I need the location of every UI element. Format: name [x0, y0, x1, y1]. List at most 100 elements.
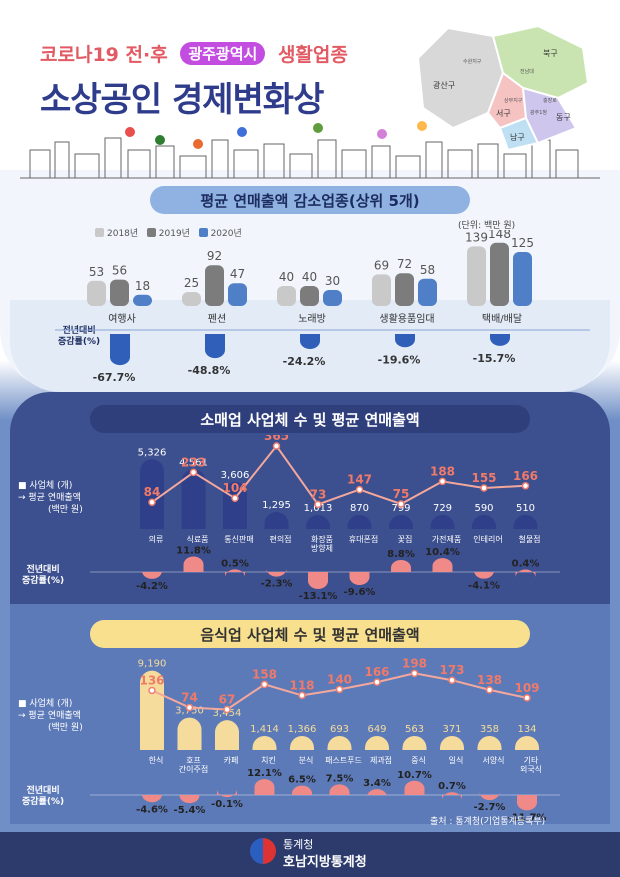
section1-unit: (단위: 백만 원)	[458, 221, 516, 231]
footer-bar	[0, 832, 620, 877]
change-value-label: 7.5%	[326, 773, 354, 784]
bar-value-label: 125	[511, 236, 534, 250]
sales-value-label: 166	[513, 469, 538, 483]
category-label: 노래방	[298, 313, 326, 325]
category-label: 가전제품	[432, 534, 461, 544]
sales-value-label: 74	[181, 691, 198, 705]
section1-change-label-line1: 전년대비	[62, 326, 96, 336]
bar-value-label: 25	[184, 276, 199, 290]
count-value-label: 870	[350, 503, 369, 514]
legend-count: ■ 사업체 (개)	[18, 481, 73, 491]
bar-value-label: 72	[397, 257, 412, 271]
count-bar	[430, 515, 455, 529]
category-label: 화장품	[311, 534, 333, 544]
sales-value-label: 233	[181, 455, 206, 469]
statistics-korea-logo	[250, 838, 276, 864]
sales-point	[523, 694, 531, 702]
legend-sales-food: → 평균 연매출액	[18, 711, 81, 721]
count-bar	[515, 736, 539, 750]
change-bar	[490, 334, 510, 346]
count-value-label: 9,190	[138, 659, 167, 670]
bar	[182, 292, 201, 306]
legend-2019: 2019년	[158, 229, 190, 239]
sales-value-label: 158	[252, 667, 277, 681]
count-bar	[264, 512, 289, 529]
bar-value-label: 18	[135, 279, 150, 293]
change-bar	[217, 789, 237, 798]
title-line1: 코로나19 전·후 광주광역시 생활업종	[40, 40, 348, 67]
section3-change-label-line2: 증감률(%)	[22, 797, 65, 807]
count-value-label: 590	[474, 503, 493, 514]
change-value-label: -67.7%	[93, 371, 136, 384]
bar	[513, 252, 532, 306]
category-label: 여행사	[108, 313, 136, 325]
change-value-label: 10.4%	[425, 547, 460, 558]
change-bar	[395, 334, 415, 348]
change-bar	[183, 556, 204, 572]
change-value-label: 0.7%	[438, 781, 466, 792]
sales-line	[151, 444, 526, 506]
bar-value-label: 47	[230, 267, 245, 281]
change-value-label: -4.1%	[468, 581, 500, 592]
legend-sales-food-unit: (백만 원)	[48, 723, 83, 733]
bar-value-label: 148	[488, 230, 511, 241]
sales-point	[148, 498, 156, 506]
change-bar	[432, 558, 453, 572]
map-label-jnu: 전남대	[520, 68, 534, 75]
title-prefix: 코로나19 전·후	[40, 44, 168, 66]
count-value-label: 1,013	[304, 503, 333, 514]
category-label: 의류	[149, 534, 164, 544]
category-label: 생활용품임대	[379, 312, 434, 325]
bar	[300, 286, 319, 306]
legend-count-label: 사업체	[29, 481, 55, 491]
bar	[228, 283, 247, 306]
count-value-label: 563	[405, 724, 424, 735]
count-value-label: 4,561	[179, 457, 208, 468]
title-city-pill: 광주광역시	[180, 42, 266, 65]
sales-point	[298, 691, 306, 700]
footer-org2: 호남지방통계청	[283, 855, 367, 870]
change-bar	[515, 569, 536, 578]
change-bar	[308, 572, 328, 589]
legend-count-unit: (개)	[57, 481, 73, 491]
count-value-label: 3,454	[213, 708, 242, 719]
change-value-label: -4.2%	[136, 581, 168, 592]
change-value-label: -9.6%	[344, 587, 376, 598]
bar	[467, 246, 486, 306]
sales-point	[410, 669, 419, 678]
category-label: 카페	[224, 755, 239, 765]
map-label-suwan: 수완지구	[463, 58, 482, 65]
section2-change-label-line1: 전년대비	[26, 565, 60, 575]
count-bar	[327, 736, 352, 750]
change-bar	[110, 334, 130, 366]
sales-point	[373, 678, 381, 686]
count-bar	[477, 736, 502, 750]
bar	[372, 274, 391, 306]
category-label: 호프	[186, 756, 201, 765]
change-value-label: -19.6%	[378, 353, 421, 366]
change-value-label: -13.1%	[299, 591, 338, 602]
change-bar	[391, 559, 412, 572]
category-label: 외국식	[520, 764, 542, 774]
count-value-label: 1,295	[262, 500, 291, 511]
change-bar	[474, 570, 494, 579]
change-bar	[367, 789, 387, 798]
section1-title: 평균 연매출액 감소업종(상위 5개)	[150, 186, 470, 214]
sales-value-label: 198	[402, 656, 427, 670]
bar-value-label: 139	[465, 230, 488, 244]
bar	[110, 279, 129, 306]
map-label-seo: 서구	[496, 109, 511, 118]
legend-swatch-2019	[146, 228, 156, 237]
sales-point	[355, 485, 364, 494]
count-bar	[306, 515, 330, 529]
category-label: 일식	[449, 756, 464, 765]
section1-chart: 53 56 18 여행사 -67.7% 25 92 47 펜션 -48.8% 40 40 30 노래방 -2…	[55, 230, 590, 384]
legend-count-food-unit: (개)	[57, 699, 73, 709]
count-bar	[215, 720, 239, 750]
sales-value-label: 188	[430, 464, 455, 478]
category-label: 중식	[411, 756, 426, 765]
category-label: 식료품	[186, 535, 208, 544]
count-value-label: 3,606	[221, 470, 250, 481]
sales-point	[397, 500, 405, 508]
